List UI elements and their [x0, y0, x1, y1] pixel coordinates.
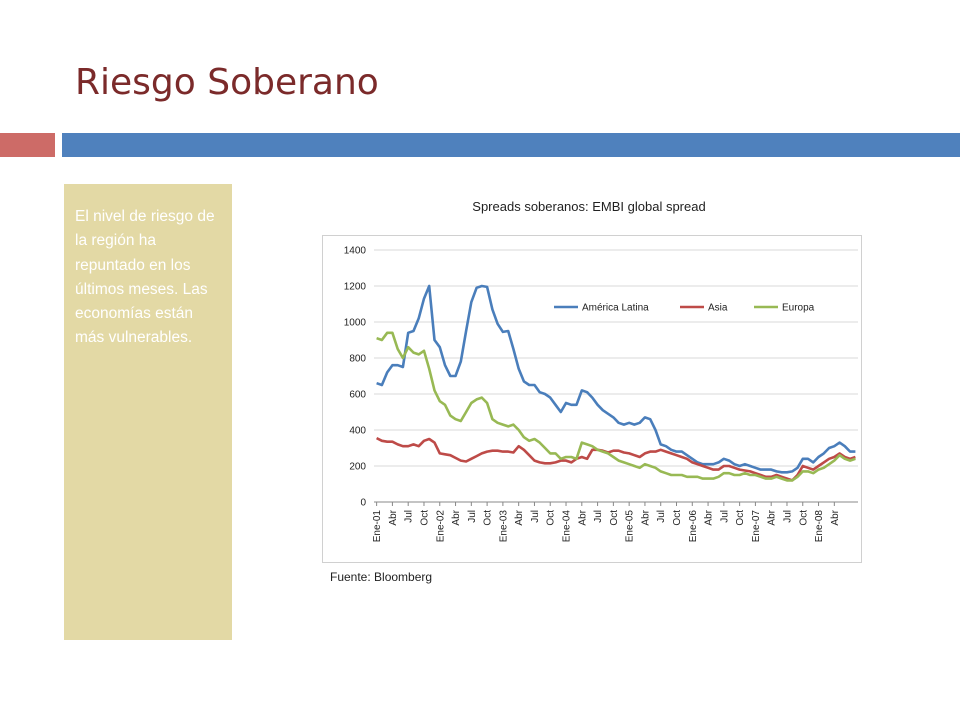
y-tick-label: 1000: [344, 318, 367, 329]
legend-label: Asia: [708, 303, 728, 314]
x-tick-label: Ene-08: [814, 510, 825, 543]
x-tick-label: Abr: [388, 509, 399, 525]
sidebar-panel: [64, 184, 232, 640]
x-tick-label: Abr: [514, 509, 525, 525]
x-tick-label: Jul: [593, 510, 604, 523]
x-tick-label: Oct: [419, 510, 430, 526]
x-tick-label: Ene-06: [688, 510, 699, 543]
x-tick-label: Jul: [404, 510, 415, 523]
series-line-asia: [376, 436, 856, 482]
chart-title: Spreads soberanos: EMBI global spread: [472, 199, 706, 214]
y-tick-label: 600: [349, 390, 366, 401]
x-tick-label: Oct: [609, 510, 620, 526]
x-tick-label: Jul: [656, 510, 667, 523]
sidebar-text: El nivel de riesgo de la región ha repun…: [75, 208, 215, 347]
y-tick-label: 1200: [344, 282, 367, 293]
x-tick-label: Oct: [672, 510, 683, 526]
x-tick-label: Oct: [546, 510, 557, 526]
accent-bar-left: [0, 133, 55, 157]
series-line-europa: [376, 331, 856, 482]
y-tick-label: 0: [360, 498, 366, 509]
y-tick-label: 200: [349, 462, 366, 473]
x-tick-label: Abr: [830, 509, 841, 525]
x-tick-label: Ene-07: [751, 510, 762, 543]
x-tick-label: Jul: [530, 510, 541, 523]
x-tick-label: Ene-03: [498, 510, 509, 543]
x-tick-label: Abr: [640, 509, 651, 525]
x-tick-label: Oct: [735, 510, 746, 526]
x-tick-label: Oct: [798, 510, 809, 526]
x-tick-label: Ene-05: [625, 510, 636, 543]
x-tick-label: Ene-02: [435, 510, 446, 543]
x-tick-label: Abr: [577, 509, 588, 525]
x-tick-label: Oct: [483, 510, 494, 526]
y-tick-label: 800: [349, 354, 366, 365]
y-tick-label: 400: [349, 426, 366, 437]
x-tick-label: Abr: [451, 509, 462, 525]
x-tick-label: Jul: [719, 510, 730, 523]
legend-label: Europa: [782, 303, 815, 314]
x-tick-label: Abr: [767, 509, 778, 525]
legend-label: América Latina: [582, 303, 649, 314]
x-tick-label: Jul: [782, 510, 793, 523]
chart-source: Fuente: Bloomberg: [330, 570, 433, 584]
x-tick-label: Ene-01: [372, 510, 383, 543]
y-tick-label: 1400: [344, 246, 367, 257]
series-line-am-rica-latina: [376, 284, 856, 474]
slide-title: Riesgo Soberano: [75, 62, 379, 103]
chart-area: 0 200 400 600 800 1000 1200 1400 Ene-01 Abr Jul Oc…: [322, 235, 862, 563]
x-tick-label: Ene-04: [562, 510, 573, 543]
x-tick-label: Abr: [704, 509, 715, 525]
accent-bar-right: [62, 133, 960, 157]
x-tick-label: Jul: [467, 510, 478, 523]
